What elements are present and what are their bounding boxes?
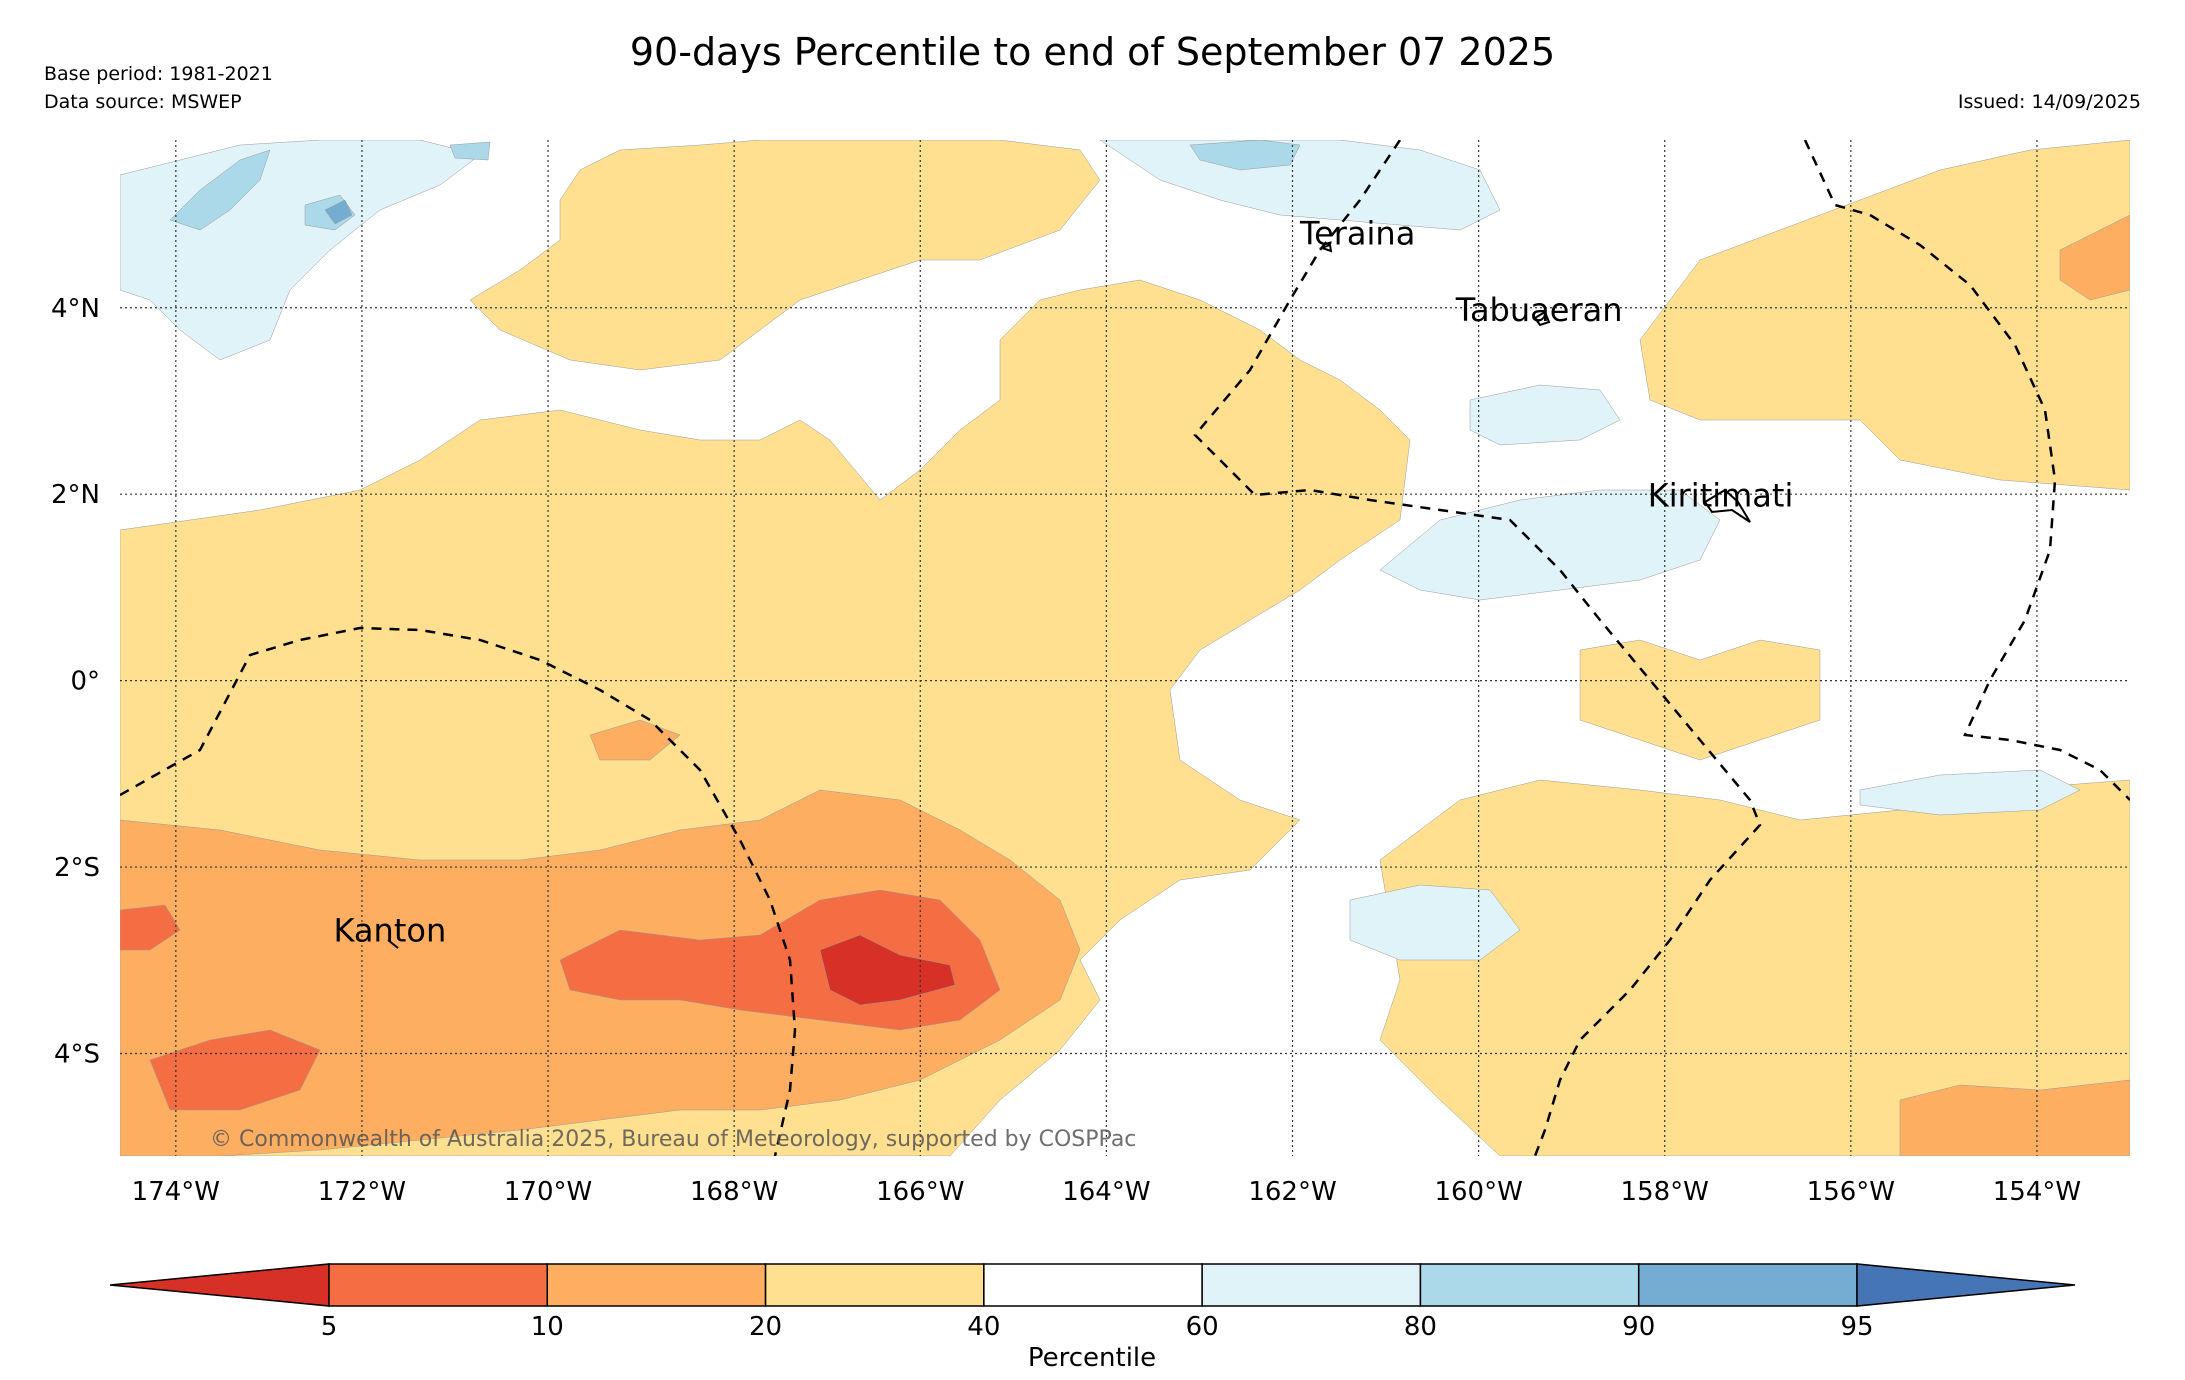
map-panel: Teraina Tabuaeran Kiritimati Kanton © Commo… [120, 140, 2130, 1156]
eez-boundary-line-islands [1193, 140, 1762, 1156]
colorbar-segment-90-95 [1637, 1263, 1858, 1307]
colorbar-segment-10-20 [546, 1263, 767, 1307]
lon-tick-label: 158°W [1621, 1177, 1709, 1207]
percentile-field [120, 140, 2130, 1156]
lon-tick-label: 172°W [318, 1177, 406, 1207]
region-20-40-east [1579, 639, 1821, 761]
colorbar-extend-high [1856, 1263, 2076, 1307]
teraina-island [1319, 243, 1333, 253]
region-60-80-south [1349, 884, 1521, 961]
colorbar-label: Percentile [1028, 1343, 1156, 1373]
island-outlines [387, 243, 1751, 949]
place-label-kiritimati: Kiritimati [1648, 476, 1794, 514]
lat-tick-label: 0° [70, 667, 100, 697]
colorbar-segment-40-60 [983, 1263, 1203, 1307]
colorbar-segment-5-10 [328, 1263, 549, 1307]
lon-tick-label: 164°W [1062, 1177, 1150, 1207]
kiritimati-island [1703, 488, 1751, 523]
map-gridlines [120, 140, 2130, 1156]
eez-boundaries [120, 140, 2130, 1156]
colorbar-tick-label: 20 [749, 1312, 782, 1342]
place-label-tabuaeran: Tabuaeran [1455, 291, 1623, 329]
region-60-80-north [1099, 140, 1501, 231]
region-60-80-central [1379, 489, 1721, 601]
base-period-text: Base period: 1981-2021 [44, 63, 273, 85]
eez-boundary-kanton [120, 626, 797, 1156]
copyright-text: © Commonwealth of Australia 2025, Bureau… [210, 1127, 1136, 1152]
colorbar-tick-label: 10 [531, 1312, 564, 1342]
lat-tick-label: 2°N [51, 480, 100, 510]
region-10-20-ne [2059, 214, 2130, 301]
lon-tick-label: 170°W [504, 1177, 592, 1207]
data-source-text: Data source: MSWEP [44, 91, 242, 113]
region-10-20-mid [589, 719, 681, 761]
lon-tick-label: 166°W [876, 1177, 964, 1207]
colorbar-tick-label: 60 [1186, 1312, 1219, 1342]
colorbar-tick-label: 95 [1840, 1312, 1873, 1342]
lat-tick-label: 2°S [54, 853, 100, 883]
colorbar-segment-80-90 [1419, 1263, 1640, 1307]
colorbar-segment-20-40 [764, 1263, 985, 1307]
lon-tick-label: 154°W [1993, 1177, 2081, 1207]
region-below-5 [819, 934, 956, 1006]
region-5-10-sw [149, 1029, 321, 1111]
axis-tick-labels: 174°W 172°W 170°W 168°W 166°W 164°W 162°W 160°W… [51, 294, 2081, 1207]
kanton-island [387, 939, 399, 949]
region-10-20-se [1899, 1079, 2130, 1156]
region-80-90-nw2 [449, 141, 491, 161]
region-60-80-east [1469, 384, 1621, 446]
lat-tick-label: 4°N [51, 294, 100, 324]
region-20-40-north [469, 140, 1101, 371]
colorbar-tick-label: 90 [1622, 1312, 1655, 1342]
region-5-10-west [120, 904, 181, 951]
place-label-teraina: Teraina [1299, 214, 1415, 252]
region-80-90-n [1189, 140, 1301, 171]
region-80-90-nw [169, 149, 271, 231]
issued-date-text: Issued: 14/09/2025 [1957, 91, 2141, 113]
lon-tick-label: 174°W [132, 1177, 220, 1207]
colorbar-extend-low [109, 1263, 330, 1307]
colorbar-tick-label: 80 [1404, 1312, 1437, 1342]
place-label-kanton: Kanton [334, 912, 447, 950]
lon-tick-label: 162°W [1248, 1177, 1336, 1207]
colorbar-segment-60-80 [1201, 1263, 1422, 1307]
colorbar-tick-label: 40 [967, 1312, 1000, 1342]
map-title: 90-days Percentile to end of September 0… [629, 30, 1556, 74]
region-60-80-se [1859, 769, 2081, 816]
tabuaeran-island [1533, 310, 1551, 327]
lon-tick-label: 160°W [1434, 1177, 1522, 1207]
eez-boundary-east [1803, 140, 2130, 801]
place-labels: Teraina Tabuaeran Kiritimati Kanton [334, 214, 1794, 949]
region-20-40-ne [1639, 140, 2130, 491]
colorbar: 5 10 20 40 60 80 90 95 [109, 1263, 2076, 1342]
colorbar-tick-label: 5 [321, 1312, 338, 1342]
region-90-95-nw [324, 199, 353, 225]
lat-tick-label: 4°S [54, 1039, 100, 1069]
lon-tick-label: 168°W [690, 1177, 778, 1207]
lon-tick-label: 156°W [1807, 1177, 1895, 1207]
